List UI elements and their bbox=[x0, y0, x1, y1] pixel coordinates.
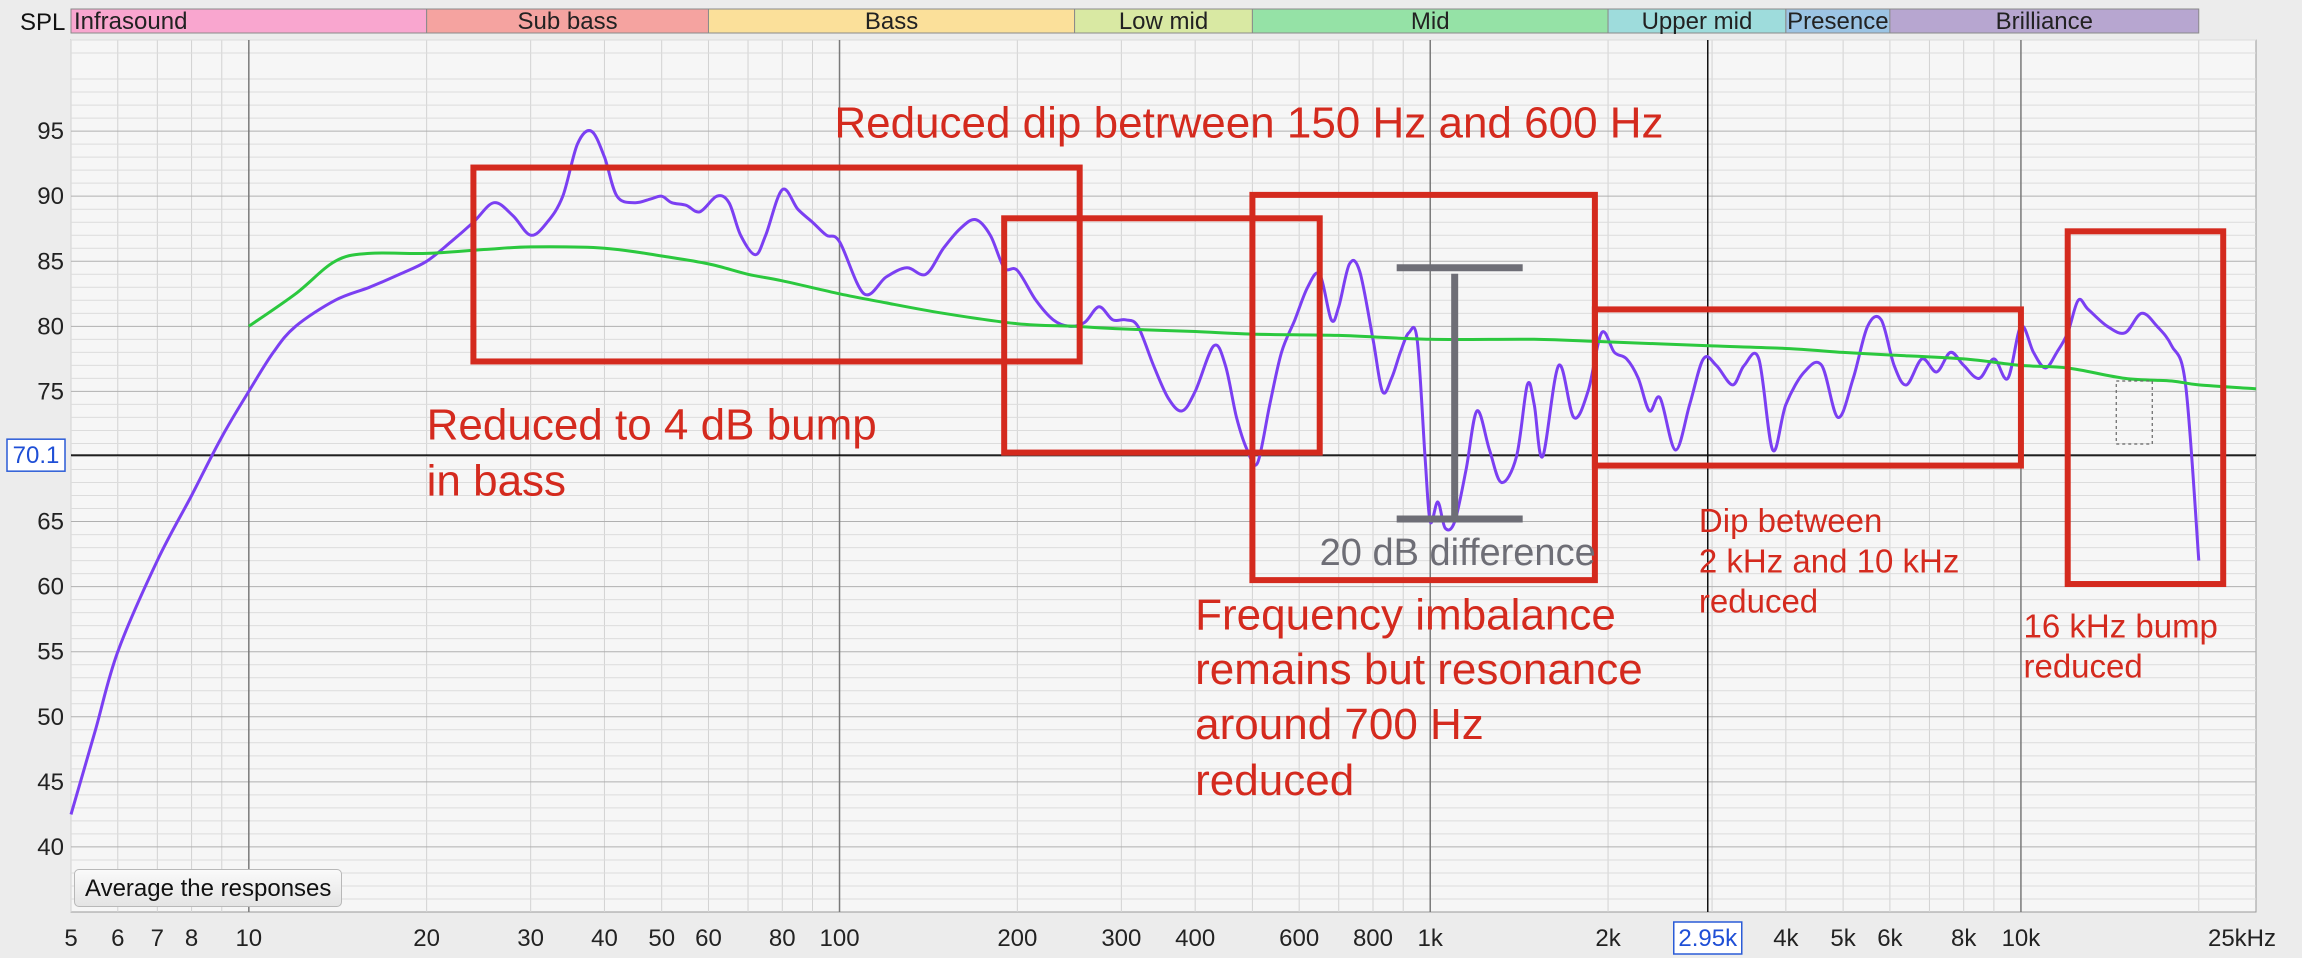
x-tick-label: 8 bbox=[185, 925, 198, 952]
annotation-box bbox=[2064, 228, 2227, 588]
x-tick-label: 6k bbox=[1877, 925, 1903, 952]
y-tick-label: 55 bbox=[37, 639, 64, 666]
band-mid bbox=[1251, 8, 1609, 34]
y-tick-label: 50 bbox=[37, 704, 64, 731]
annotation-box bbox=[1591, 306, 2024, 469]
band-label: Mid bbox=[1411, 8, 1450, 35]
measure-label: 20 dB difference bbox=[1320, 532, 1596, 574]
x-tick-labels: 5 6 7 8 10 20 30 40 50 60 80 100 200 300 400 600 800 1k 2k… bbox=[64, 925, 2276, 952]
band-label: Infrasound bbox=[74, 8, 187, 35]
y-tick-label: 40 bbox=[37, 834, 64, 861]
band-sub-bass bbox=[426, 8, 709, 34]
annotation-text: reduced bbox=[1195, 756, 1354, 805]
x-tick-label: 25kHz bbox=[2208, 925, 2276, 952]
x-tick-label: 8k bbox=[1951, 925, 1977, 952]
x-tick-label: 100 bbox=[820, 925, 860, 952]
band-label: Low mid bbox=[1119, 8, 1208, 35]
cursor-x-readout bbox=[1673, 921, 1743, 955]
annotation-box bbox=[1001, 215, 1323, 456]
x-tick-label: 50 bbox=[648, 925, 675, 952]
x-tick-label: 6 bbox=[111, 925, 124, 952]
minor-grid bbox=[70, 39, 2256, 912]
x-tick-label: 600 bbox=[1279, 925, 1319, 952]
band-infrasound bbox=[70, 8, 428, 34]
x-tick-label: 800 bbox=[1353, 925, 1393, 952]
cursor-y-label: 70.1 bbox=[13, 442, 60, 469]
cursor-x-label: 2.95k bbox=[1678, 925, 1738, 952]
x-tick-label: 30 bbox=[517, 925, 544, 952]
annotation-box bbox=[470, 164, 1083, 365]
major-grid bbox=[71, 40, 2256, 912]
y-tick-labels: 404550556065707580859095 bbox=[37, 118, 64, 861]
x-tick-label: 4k bbox=[1773, 925, 1799, 952]
x-tick-label: 300 bbox=[1101, 925, 1141, 952]
y-tick-label: 60 bbox=[37, 574, 64, 601]
band-brilliance bbox=[1889, 8, 2200, 34]
y-tick-label: 90 bbox=[37, 183, 64, 210]
band-bass bbox=[707, 8, 1076, 34]
series-line-target bbox=[247, 245, 2257, 391]
x-tick-label: 40 bbox=[591, 925, 618, 952]
x-tick-label: 1k bbox=[1418, 925, 1444, 952]
annotation-text: around 700 Hz bbox=[1195, 700, 1484, 749]
band-label: Upper mid bbox=[1642, 8, 1753, 35]
band-upper-mid bbox=[1607, 8, 1787, 34]
band-presence bbox=[1785, 8, 1891, 34]
selection-marker bbox=[2115, 380, 2153, 445]
annotation-text: Dip between bbox=[1699, 502, 1882, 539]
y-tick-label: 80 bbox=[37, 313, 64, 340]
annotation-text: reduced bbox=[2023, 648, 2142, 685]
annotation-group: 20 dB difference Reduced dip betrween 150… bbox=[427, 99, 2227, 805]
y-axis-label: SPL bbox=[20, 9, 65, 36]
annotation-text: Reduced dip betrween 150 Hz and 600 Hz bbox=[834, 99, 1663, 148]
annotation-text: Reduced to 4 dB bump bbox=[427, 401, 877, 450]
x-tick-label: 200 bbox=[997, 925, 1037, 952]
x-tick-label: 5 bbox=[64, 925, 77, 952]
frequency-band-bar: Infrasound Sub bass Bass Low mid Mid Upper mi… bbox=[70, 8, 2200, 35]
annotation-text: remains but resonance bbox=[1195, 645, 1643, 694]
average-responses-button[interactable]: Average the responses bbox=[74, 869, 343, 907]
cursor-y-readout bbox=[6, 438, 66, 472]
x-tick-label: 10k bbox=[2002, 925, 2042, 952]
annotation-text: reduced bbox=[1699, 583, 1818, 620]
x-tick-label: 5k bbox=[1830, 925, 1856, 952]
x-tick-label: 60 bbox=[695, 925, 722, 952]
x-tick-label: 7 bbox=[151, 925, 164, 952]
band-label: Sub bass bbox=[518, 8, 618, 35]
annotation-text: 16 kHz bump bbox=[2023, 607, 2217, 644]
y-tick-label: 85 bbox=[37, 248, 64, 275]
y-tick-label: 75 bbox=[37, 378, 64, 405]
y-tick-label: 95 bbox=[37, 118, 64, 145]
band-label: Presence bbox=[1787, 8, 1888, 35]
x-tick-label: 80 bbox=[769, 925, 796, 952]
y-tick-label: 45 bbox=[37, 769, 64, 796]
x-tick-label: 20 bbox=[413, 925, 440, 952]
annotation-text: Frequency imbalance bbox=[1195, 591, 1616, 640]
band-label: Bass bbox=[865, 8, 918, 35]
annotation-text: 2 kHz and 10 kHz bbox=[1699, 542, 1959, 579]
annotation-text: in bass bbox=[427, 457, 566, 506]
x-tick-label: 10 bbox=[235, 925, 262, 952]
y-tick-label: 65 bbox=[37, 509, 64, 536]
plot-background bbox=[70, 39, 2257, 913]
x-tick-label: 400 bbox=[1175, 925, 1215, 952]
band-label: Brilliance bbox=[1996, 8, 2093, 35]
x-tick-label: 2k bbox=[1595, 925, 1621, 952]
